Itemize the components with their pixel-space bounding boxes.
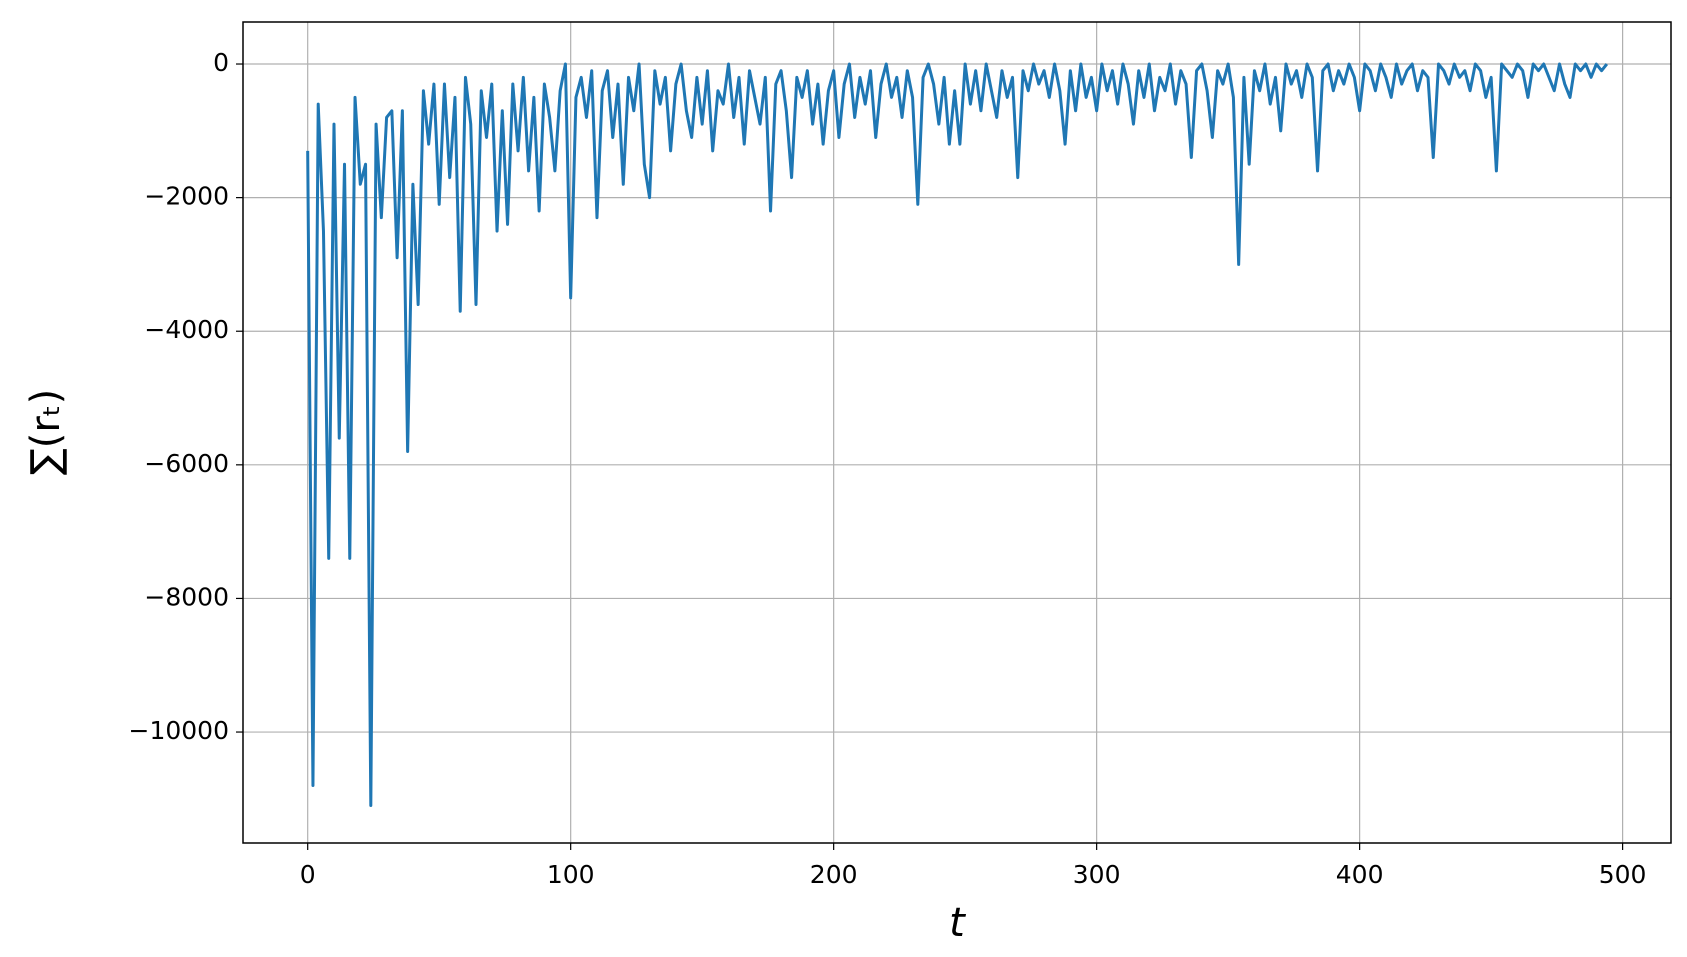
plot-frame xyxy=(242,21,1672,844)
data-line xyxy=(306,62,1609,808)
y-tick-label: −4000 xyxy=(144,315,229,344)
y-axis-label: ∑(rₜ) xyxy=(23,389,69,475)
x-tick-label: 200 xyxy=(810,860,858,889)
y-tick-label: −10000 xyxy=(129,716,229,745)
y-tick-label: 0 xyxy=(213,48,229,77)
x-tick-label: 100 xyxy=(547,860,595,889)
y-tick-label: −6000 xyxy=(144,449,229,478)
x-tick-label: 0 xyxy=(300,860,316,889)
x-tick-label: 400 xyxy=(1336,860,1384,889)
y-tick-label: −2000 xyxy=(144,182,229,211)
x-axis-label: t xyxy=(949,900,966,946)
x-tick-label: 300 xyxy=(1073,860,1121,889)
y-tick-label: −8000 xyxy=(144,582,229,611)
x-tick-label: 500 xyxy=(1599,860,1647,889)
